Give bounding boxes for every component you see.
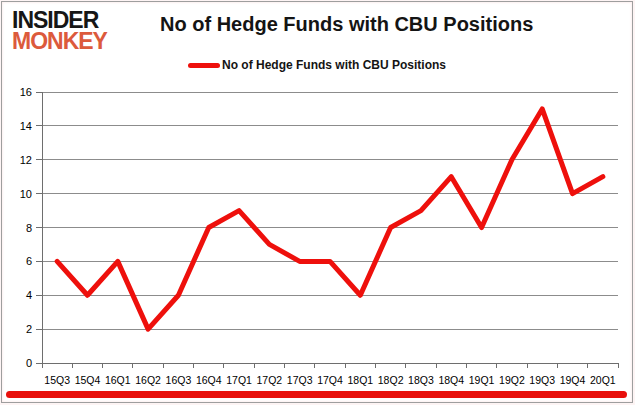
x-tick-label: 19Q2 <box>499 374 525 386</box>
x-tick-label: 18Q2 <box>378 374 404 386</box>
y-tick-label: 4 <box>26 289 32 301</box>
x-tick-label: 15Q3 <box>44 374 70 386</box>
x-tick-label: 17Q4 <box>317 374 343 386</box>
x-tick-label: 16Q1 <box>105 374 131 386</box>
x-tick-label: 18Q1 <box>347 374 373 386</box>
x-tick-label: 19Q4 <box>560 374 586 386</box>
x-tick-label: 18Q4 <box>438 374 464 386</box>
x-tick-label: 19Q1 <box>469 374 495 386</box>
y-tick-label: 16 <box>20 86 32 98</box>
x-tick-label: 16Q4 <box>196 374 222 386</box>
legend-line-swatch <box>188 63 220 68</box>
line-chart-plot: 0 2 4 6 8 10 12 14 16 15Q3 15Q4 16Q1 16Q2 16Q3 16Q4 17Q… <box>2 80 633 400</box>
y-tick-label: 6 <box>26 255 32 267</box>
y-tick-label: 2 <box>26 323 32 335</box>
legend: No of Hedge Funds with CBU Positions <box>2 57 632 73</box>
x-tick-label: 17Q3 <box>287 374 313 386</box>
y-tick-label: 12 <box>20 154 32 166</box>
x-tick-label: 16Q3 <box>166 374 192 386</box>
logo-monkey-text: MONKEY <box>12 31 107 52</box>
series-line <box>57 109 603 329</box>
x-tick-label: 15Q4 <box>75 374 101 386</box>
chart-card: INSIDER MONKEY No of Hedge Funds with CB… <box>1 1 633 403</box>
x-tick-label: 17Q2 <box>257 374 283 386</box>
chart-title: No of Hedge Funds with CBU Positions <box>160 13 533 36</box>
bottom-accent-bar <box>6 391 627 398</box>
x-tick-label: 18Q3 <box>408 374 434 386</box>
y-tick-label: 14 <box>20 120 32 132</box>
y-tick-label: 8 <box>26 222 32 234</box>
y-tick-label: 10 <box>20 188 32 200</box>
x-tick-label: 20Q1 <box>590 374 616 386</box>
insider-monkey-logo: INSIDER MONKEY <box>12 10 107 52</box>
x-tick-label: 16Q2 <box>135 374 161 386</box>
y-tick-label: 0 <box>26 357 32 369</box>
legend-label: No of Hedge Funds with CBU Positions <box>222 58 446 72</box>
x-tick-label: 19Q3 <box>529 374 555 386</box>
x-tick-label: 17Q1 <box>226 374 252 386</box>
